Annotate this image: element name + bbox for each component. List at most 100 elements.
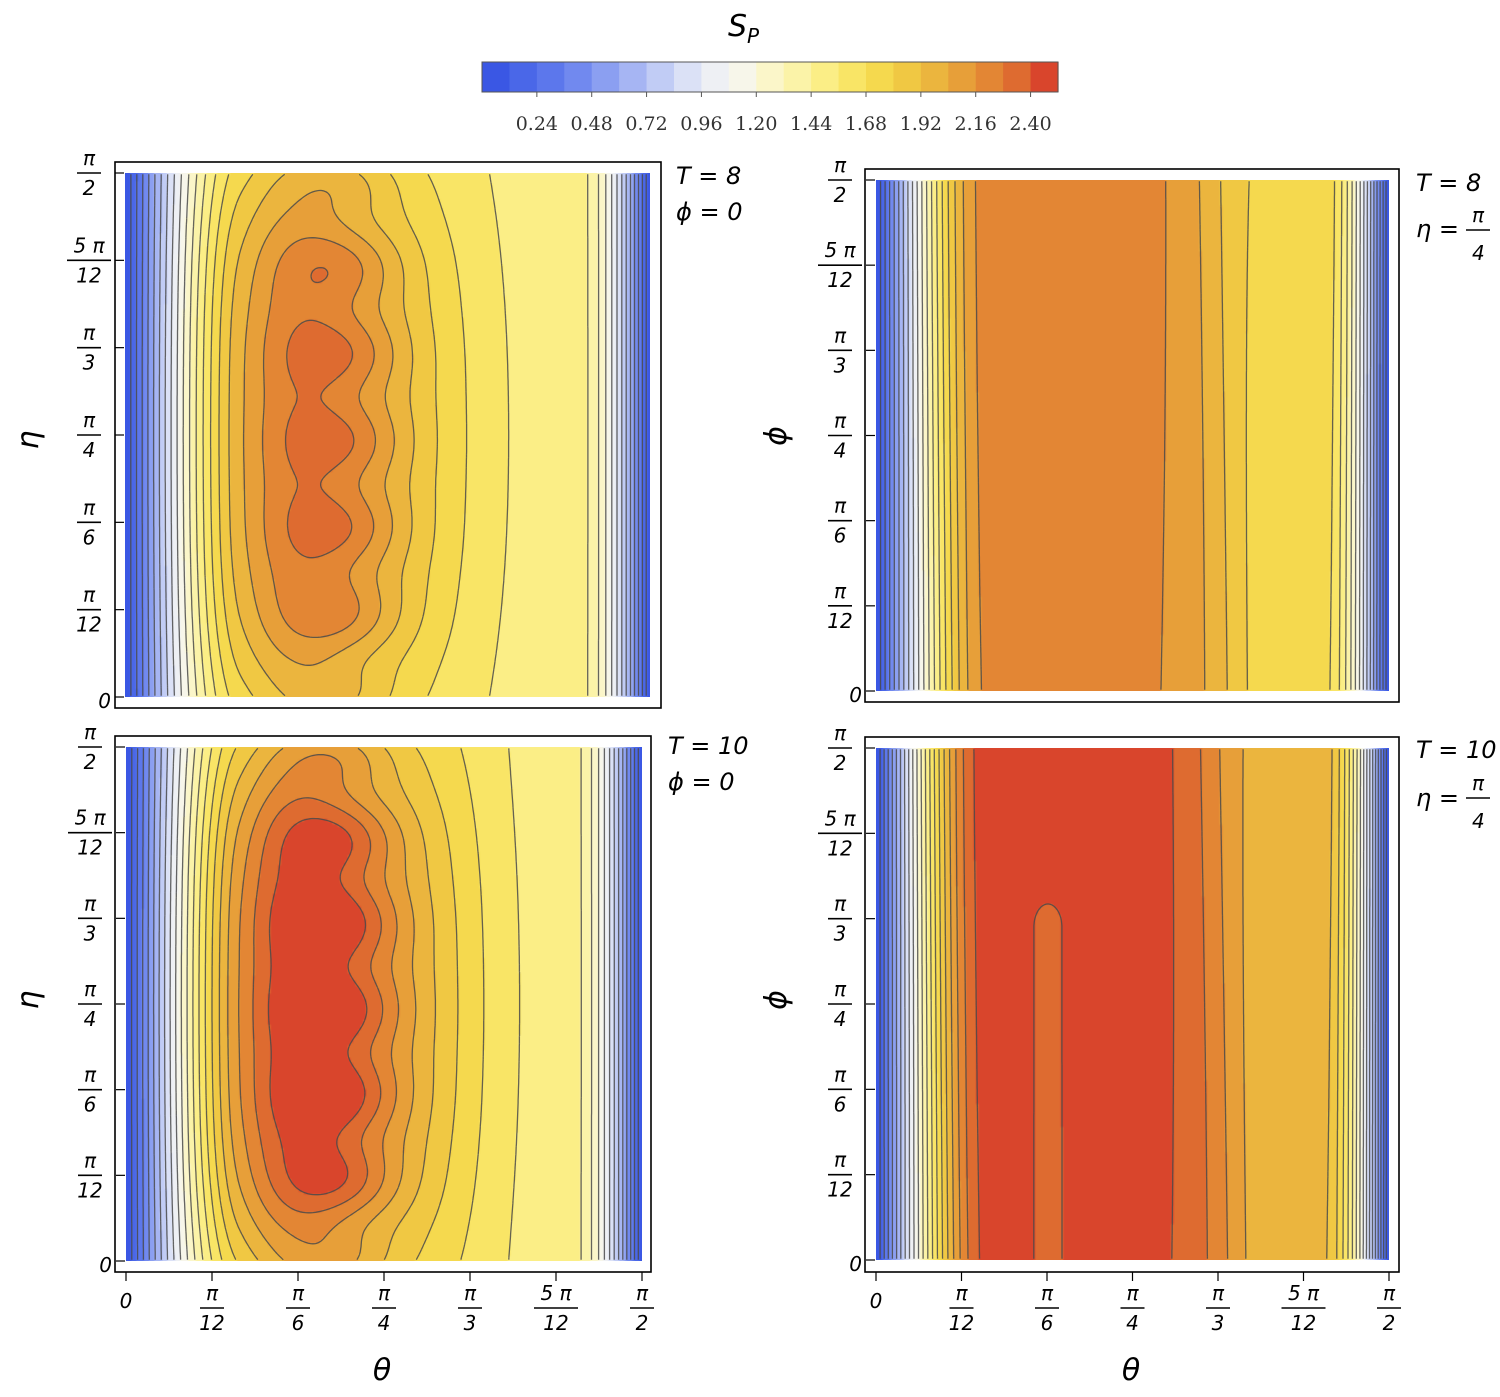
heatmap-raster [125,173,650,697]
xtick-label-den: 12 [199,1311,224,1335]
panel-bottom-right: 0 π 12 π 6 π 4 π 3 5 π 12 π 2 0 π 12 π 6 π 4 π 3 5 π 12 π 2 [818,721,1401,1335]
colorbar-title: SP [728,9,760,48]
ylabel-top-left: η [11,430,46,449]
ytick-label-num: π [84,720,97,744]
ytick-label-den: 4 [84,1007,97,1031]
contour-lines [879,749,1388,1259]
ytick-label-num: π [83,495,96,519]
ytick-label-den: 2 [834,751,847,775]
colorbar-tick-label: 1.92 [900,113,942,135]
colorbar-swatch [920,62,949,92]
colorbar-tick-label: 1.20 [735,113,777,135]
xtick-label-num: π [292,1281,305,1305]
colorbar-tick-label: 0.48 [571,113,613,135]
colorbar-swatch [975,62,1004,92]
xtick-label-num: π [955,1281,968,1305]
colorbar-tick-label: 0.96 [680,113,722,135]
ytick-label-num: π [834,494,847,518]
annotation-top-right-t: T = 8 [1416,169,1481,197]
colorbar-frame [481,61,1059,93]
annotation-top-left-t: T = 8 [676,162,741,190]
panel-bottom-left: 0 π 12 π 6 π 4 π 3 5 π 12 π 2 0 π 12 π 6 π 4 π 3 5 π 12 π 2 [68,720,654,1335]
ytick-label-den: 3 [84,921,97,945]
ytick-label-den: 12 [77,1178,102,1202]
colorbar-title-sub: P [747,24,760,48]
annotation-top-right: T = 8 η = π 4 [1416,169,1490,265]
colorbar-tick-label: 2.16 [955,113,997,135]
colorbar-title-main: S [728,9,747,44]
ytick-label-num: π [83,408,96,432]
ytick-label: 0 [849,683,862,707]
colorbar-swatch [564,62,593,92]
xtick-label-den: 2 [636,1311,649,1335]
ylabel-bottom-left: η [11,990,46,1009]
xtick-label-num: 5 π [1288,1281,1320,1305]
colorbar-swatch [811,62,840,92]
colorbar-swatch [893,62,922,92]
ytick-label-num: 5 π [73,233,105,257]
ytick-label-den: 2 [83,176,96,200]
xtick-label-den: 4 [378,1311,391,1335]
ytick-label: 0 [98,689,111,713]
colorbar-swatch [591,62,620,92]
colorbar-swatch [728,62,757,92]
ytick-label-den: 2 [84,750,97,774]
colorbar: SP 0.24 0.48 0.72 0.96 1.20 1.44 1.68 1.92 2.16 2… [481,9,1059,135]
ytick-label-num: 5 π [74,806,106,830]
ytick-label-den: 6 [834,1092,847,1116]
ylabel-bottom-right: ϕ [759,990,794,1010]
ytick-label-num: π [834,1148,847,1172]
colorbar-ticks: 0.24 0.48 0.72 0.96 1.20 1.44 1.68 1.92 2.16 2.40 [516,92,1052,135]
ytick-label-den: 6 [83,525,96,549]
xtick-label-num: π [1041,1281,1054,1305]
xtick-label-den: 12 [949,1311,974,1335]
colorbar-swatch [756,62,785,92]
ytick-label-den: 2 [834,183,847,207]
xtick-label-num: π [1212,1281,1225,1305]
ytick-label-den: 6 [84,1093,97,1117]
xtick-label-num: π [1383,1281,1396,1305]
xtick-label-den: 12 [543,1311,568,1335]
ytick-label: 0 [849,1252,862,1276]
xtick-label-den: 12 [1291,1311,1316,1335]
ytick-label-num: π [834,721,847,745]
colorbar-tick-label: 2.40 [1009,113,1051,135]
ytick-label-num: π [834,323,847,347]
ytick-label-den: 12 [77,836,102,860]
colorbar-swatch [536,62,565,92]
annotation-top-right-frac-num: π [1472,203,1485,227]
xlabel-bottom-right: θ [1122,1353,1140,1388]
colorbar-swatch [646,62,675,92]
heatmap-raster [876,180,1389,691]
colorbar-swatch [1003,62,1032,92]
ytick-label-num: 5 π [824,238,856,262]
xtick-label-den: 4 [1126,1311,1139,1335]
colorbar-swatch [866,62,895,92]
panel-top-left: 0 π 12 π 6 π 4 π 3 5 π 12 π 2 [67,146,662,713]
ytick-label-den: 3 [834,353,847,377]
contour-lines [879,181,1387,690]
heatmap-raster [876,748,1389,1260]
annotation-top-left-phi: ϕ = 0 [676,198,742,226]
annotation-bottom-right: T = 10 η = π 4 [1416,736,1497,833]
panel-top-right: 0 π 12 π 6 π 4 π 3 5 π 12 π 2 [818,153,1400,707]
ytick-label-num: π [83,321,96,345]
colorbar-swatch [482,62,511,92]
xtick-label: 0 [120,1289,133,1313]
annotation-bottom-right-frac-den: 4 [1472,809,1485,833]
xtick-label-num: π [464,1281,477,1305]
colorbar-swatch [783,62,812,92]
ytick-label-num: π [84,1148,97,1172]
ytick-label: 0 [99,1253,112,1277]
xtick-label-den: 2 [1383,1311,1396,1335]
ytick-label-num: π [834,892,847,916]
colorbar-swatch [619,62,648,92]
xlabel-bottom-left: θ [373,1353,391,1388]
annotation-bottom-right-t: T = 10 [1416,736,1497,764]
ytick-label-num: π [83,583,96,607]
xtick-label-den: 6 [1041,1311,1054,1335]
colorbar-swatch [948,62,977,92]
